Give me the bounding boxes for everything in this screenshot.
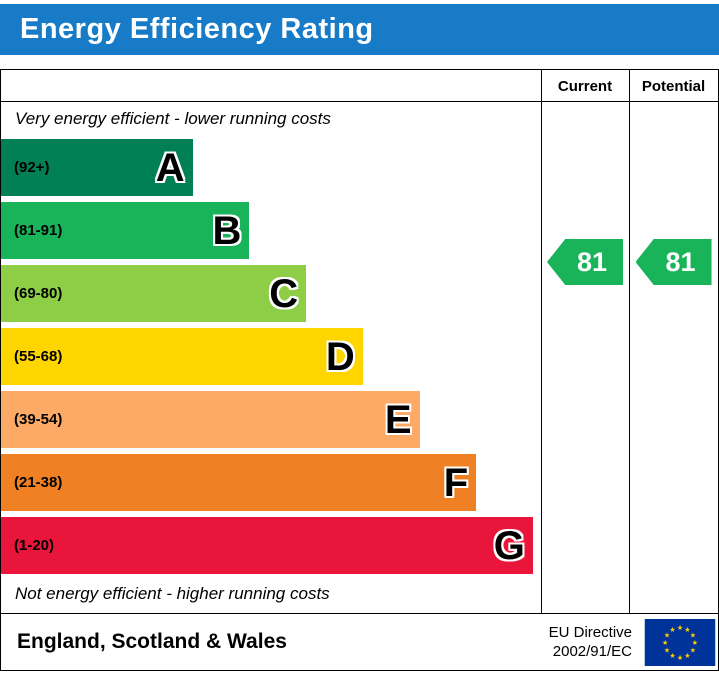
page-title: Energy Efficiency Rating [20, 13, 374, 45]
current-column-header: Current [557, 77, 613, 95]
band-range-a: (92+) [14, 159, 50, 176]
band-bar-f: (21-38) F [1, 454, 477, 511]
current-column-divider [541, 70, 629, 613]
svg-text:★: ★ [684, 650, 690, 659]
svg-text:★: ★ [677, 652, 683, 661]
band-range-g: (1-20) [14, 537, 55, 554]
band-range-d: (55-68) [14, 348, 63, 365]
top-caption: Very energy efficient - lower running co… [15, 109, 331, 128]
potential-column-header: Potential [641, 77, 706, 95]
title-bar: Energy Efficiency Rating [0, 4, 719, 55]
band-bar-c: (69-80) C [1, 265, 307, 322]
potential-rating-arrow: 81 [635, 239, 712, 285]
bottom-caption: Not energy efficient - higher running co… [15, 584, 330, 603]
current-rating-value: 81 [576, 246, 608, 277]
band-row-d: (55-68) D [1, 325, 541, 388]
band-range-f: (21-38) [14, 474, 63, 491]
band-letter-f: F [443, 460, 469, 505]
band-bar-a: (92+) A [1, 139, 193, 196]
eu-directive-line2: 2002/91/EC [552, 643, 632, 660]
band-range-c: (69-80) [14, 285, 63, 302]
band-range-b: (81-91) [14, 222, 63, 239]
band-row-a: (92+) A [1, 136, 541, 199]
eu-directive-line1: EU Directive [548, 623, 632, 641]
eu-directive-label: EU Directive 2002/91/EC [549, 623, 644, 662]
potential-rating-value: 81 [665, 246, 696, 277]
svg-text:★: ★ [669, 650, 675, 659]
eu-flag-icon: ★ ★ ★ ★ ★ ★ ★ ★ ★ ★ ★ ★ [644, 618, 716, 666]
band-bar-b: (81-91) B [1, 202, 250, 259]
svg-text:★: ★ [677, 623, 683, 632]
band-bar-e: (39-54) E [1, 391, 420, 448]
eu-flag-background [644, 618, 716, 666]
potential-column-divider [629, 70, 718, 613]
band-row-g: (1-20) G [1, 514, 541, 577]
svg-text:★: ★ [690, 630, 696, 639]
region-label: England, Scotland & Wales [17, 630, 287, 653]
svg-text:★: ★ [669, 625, 675, 634]
potential-rating-cell: 81 [629, 199, 718, 325]
eu-flag-stars: ★ ★ ★ ★ ★ ★ ★ ★ ★ ★ ★ ★ [662, 623, 698, 662]
band-row-f: (21-38) F [1, 451, 541, 514]
svg-text:★: ★ [690, 645, 696, 654]
band-row-b: (81-91) B [1, 199, 541, 262]
band-letter-c: C [269, 271, 299, 316]
band-letter-b: B [212, 208, 242, 253]
band-bar-d: (55-68) D [1, 328, 363, 385]
svg-text:★: ★ [692, 638, 698, 647]
band-letter-e: E [384, 397, 412, 442]
footer: England, Scotland & Wales EU Directive 2… [0, 614, 719, 671]
svg-text:★: ★ [684, 625, 690, 634]
svg-text:★: ★ [664, 630, 670, 639]
energy-rating-chart: Current Potential Very energy efficient … [0, 69, 719, 614]
band-letter-g: G [493, 523, 525, 568]
current-rating-arrow: 81 [547, 239, 623, 285]
band-range-e: (39-54) [14, 411, 63, 428]
band-letter-d: D [325, 334, 355, 379]
band-row-e: (39-54) E [1, 388, 541, 451]
band-letter-a: A [155, 145, 185, 190]
svg-text:★: ★ [664, 645, 670, 654]
band-row-c: (69-80) C [1, 262, 541, 325]
band-bar-g: (1-20) G [1, 517, 533, 574]
current-rating-cell: 81 [541, 199, 629, 325]
svg-text:★: ★ [662, 638, 668, 647]
